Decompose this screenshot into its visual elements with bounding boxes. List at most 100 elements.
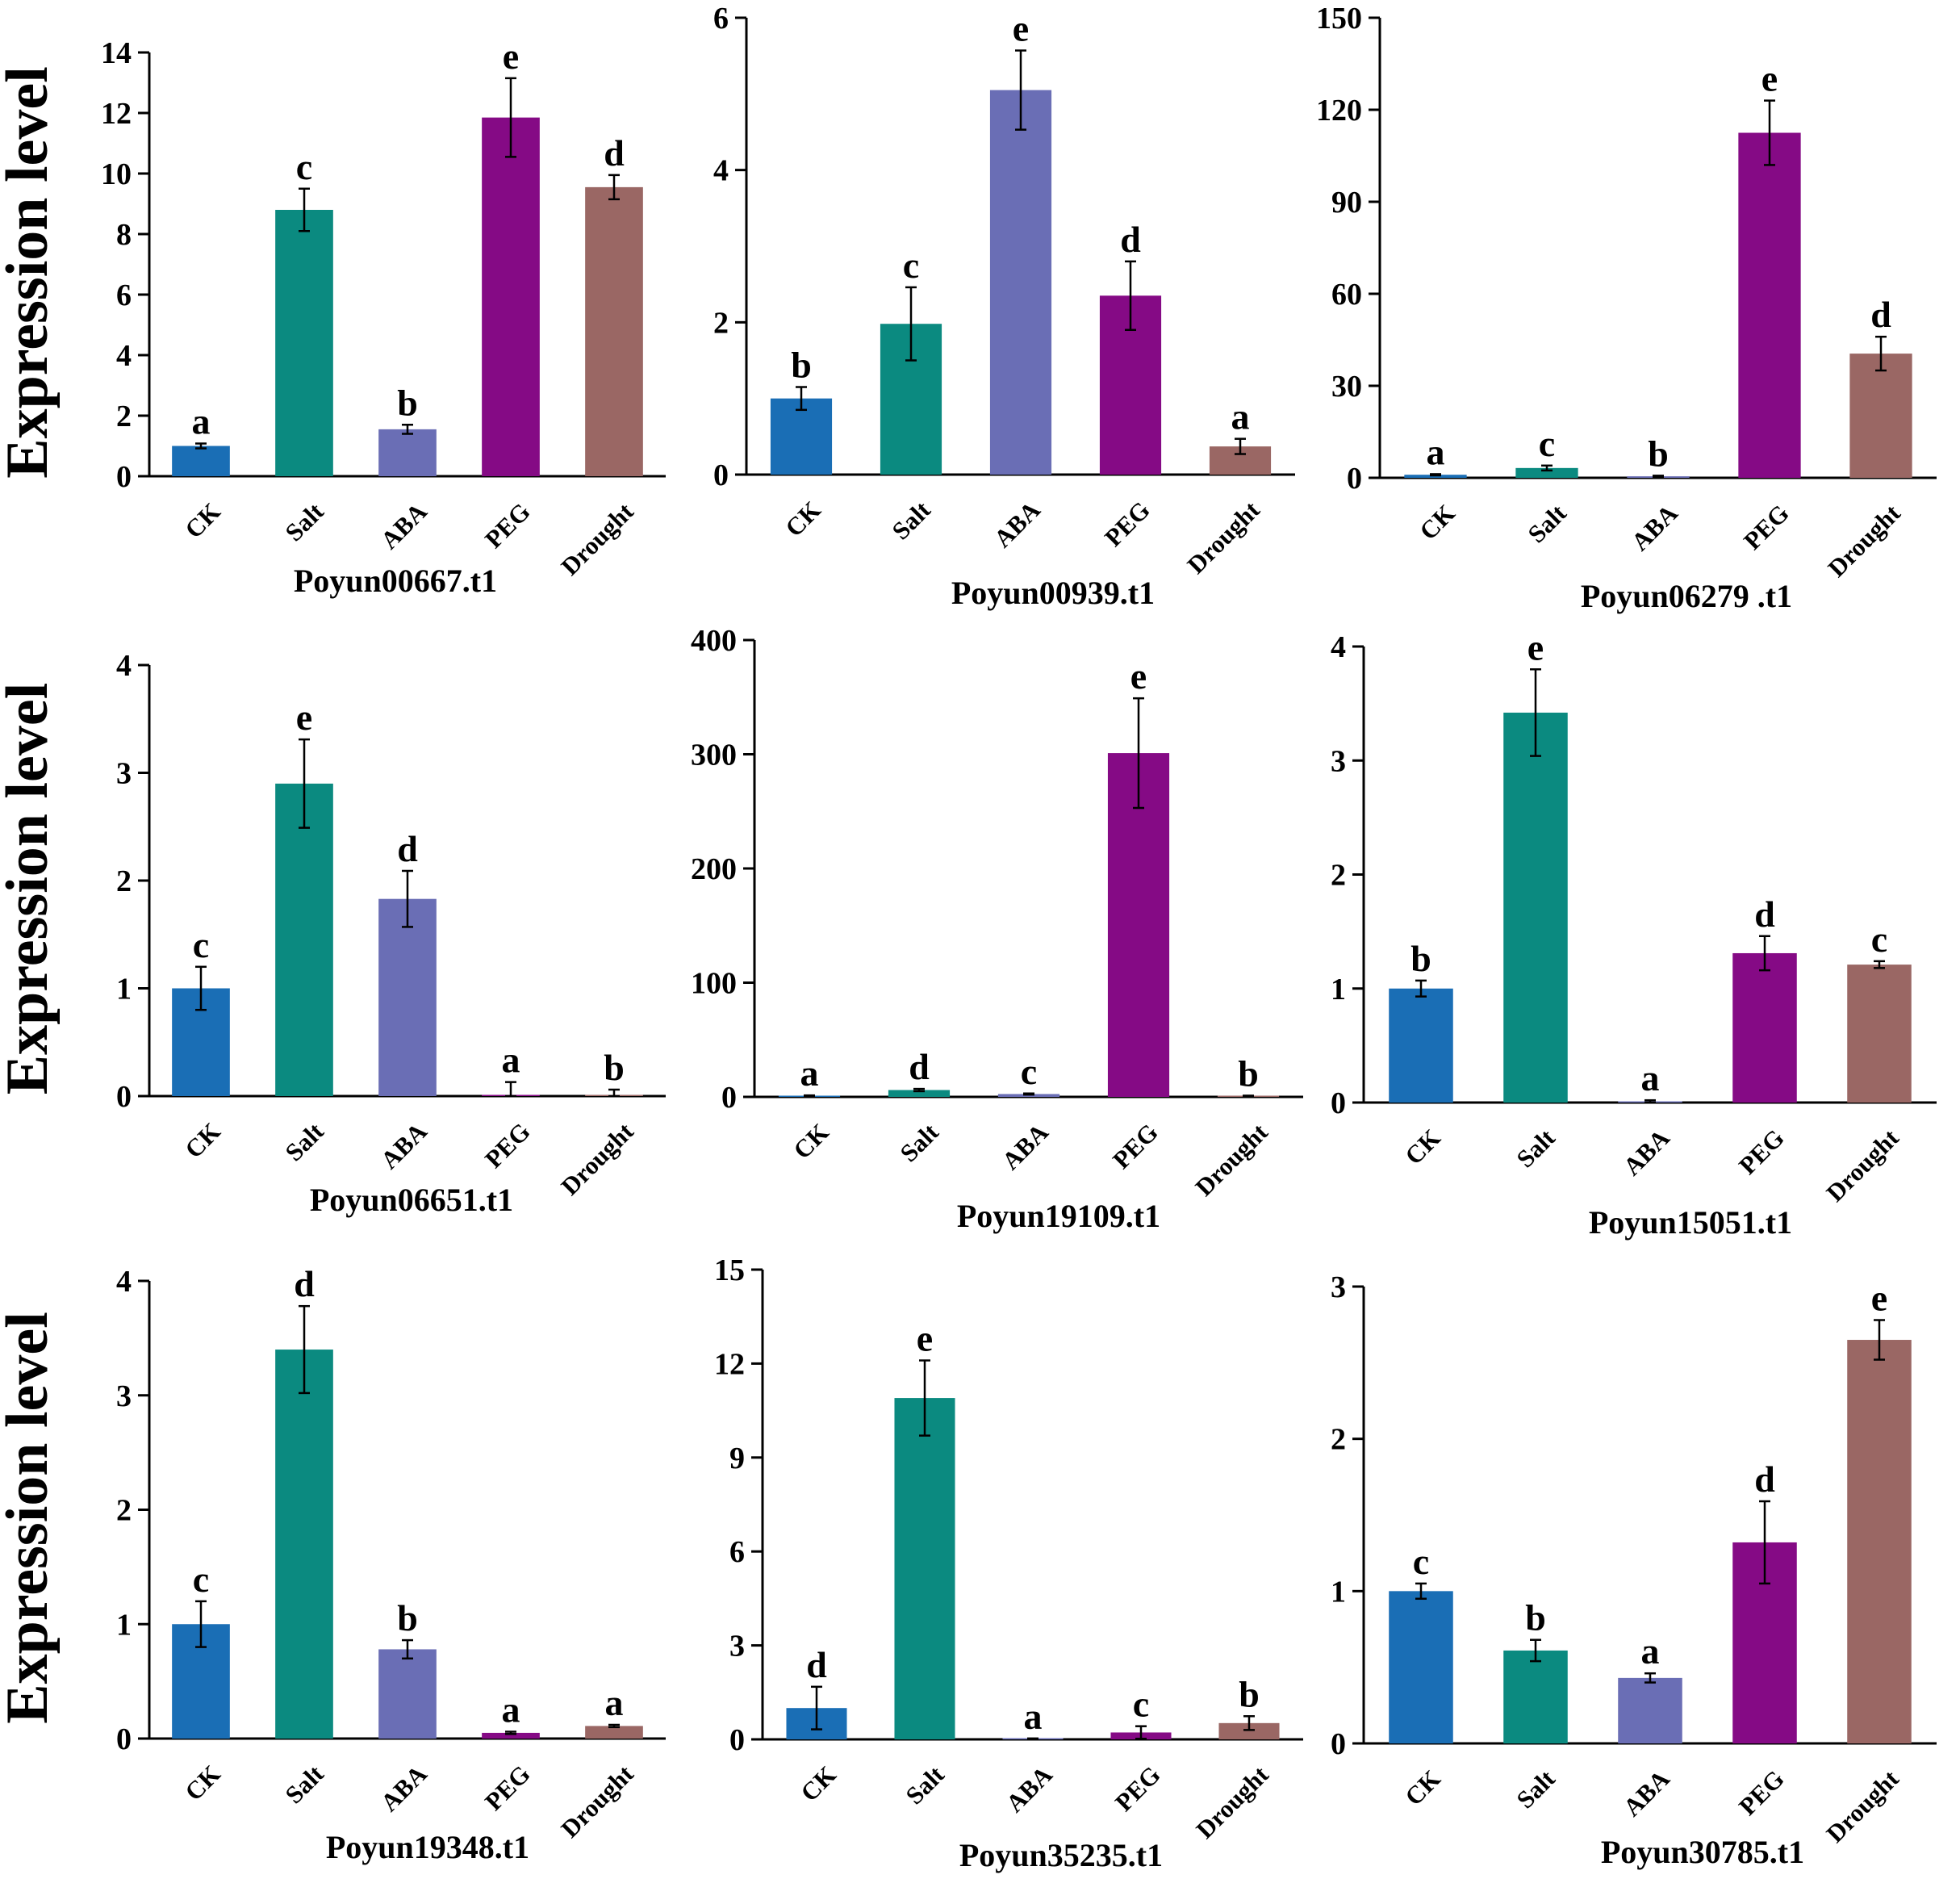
x-tick-label: ABA — [988, 496, 1046, 553]
significance-letter: d — [1870, 294, 1891, 335]
bar-salt — [275, 210, 333, 476]
significance-letter: c — [296, 146, 312, 187]
bar-salt — [1515, 467, 1578, 478]
y-tick-label: 2 — [1331, 1423, 1346, 1457]
bar-drought — [1849, 354, 1912, 478]
panel-title: Poyun00939.t1 — [951, 575, 1155, 611]
bar-peg — [1732, 952, 1797, 1103]
significance-letter: a — [800, 1052, 819, 1094]
x-tick-label: CK — [179, 1117, 226, 1164]
x-tick-label: ABA — [375, 497, 433, 554]
x-tick-label: PEG — [1733, 1124, 1790, 1180]
y-tick-label: 200 — [691, 852, 737, 886]
significance-letter: e — [1130, 655, 1147, 697]
significance-letter: e — [296, 697, 312, 738]
significance-letter: d — [1754, 893, 1775, 935]
x-tick-label: ABA — [1618, 1764, 1675, 1822]
y-tick-label: 2 — [116, 1494, 132, 1528]
x-tick-label: Salt — [886, 496, 936, 546]
significance-letter: a — [1641, 1630, 1660, 1672]
y-tick-label: 1 — [1331, 973, 1346, 1006]
y-tick-label: 1 — [1331, 1575, 1346, 1609]
x-tick-label: Drought — [555, 1117, 639, 1201]
bar-salt — [275, 783, 333, 1096]
significance-letter: b — [1410, 938, 1431, 979]
bar-drought — [1847, 965, 1912, 1103]
significance-letter: a — [1641, 1057, 1660, 1099]
x-tick-label: PEG — [1110, 1760, 1166, 1817]
x-tick-label: ABA — [1001, 1760, 1058, 1818]
x-tick-label: PEG — [479, 1117, 536, 1174]
bar-peg — [482, 1732, 540, 1739]
y-tick-label: 1 — [116, 973, 132, 1006]
significance-letter: d — [1754, 1458, 1775, 1500]
y-axis-label: Expression level — [0, 1312, 61, 1723]
y-tick-label: 0 — [1347, 462, 1362, 496]
bar-aba — [1618, 1677, 1682, 1743]
significance-letter: a — [1231, 396, 1250, 437]
significance-letter: e — [503, 36, 519, 77]
significance-letter: d — [1120, 219, 1141, 260]
significance-letter: c — [1413, 1541, 1429, 1582]
y-axis-label: Expression level — [0, 66, 61, 478]
x-tick-label: Drought — [1189, 1118, 1273, 1202]
significance-letter: b — [604, 1047, 625, 1088]
x-tick-label: ABA — [375, 1117, 433, 1174]
y-tick-label: 8 — [116, 218, 132, 252]
x-tick-label: PEG — [1733, 1764, 1790, 1821]
x-tick-label: CK — [179, 1760, 226, 1806]
bar-drought — [1218, 1722, 1280, 1739]
y-tick-label: 0 — [116, 460, 132, 494]
bar-salt — [1503, 1650, 1568, 1743]
significance-letter: e — [917, 1318, 933, 1359]
x-tick-label: Salt — [894, 1118, 944, 1168]
x-tick-label: CK — [1399, 1124, 1446, 1170]
y-tick-label: 12 — [101, 97, 132, 131]
bar-ck — [172, 446, 230, 476]
y-tick-label: 0 — [1331, 1727, 1346, 1761]
x-tick-label: PEG — [1738, 499, 1795, 555]
significance-letter: c — [1871, 919, 1887, 960]
y-tick-label: 3 — [729, 1630, 745, 1663]
y-tick-label: 60 — [1331, 278, 1362, 312]
y-tick-label: 4 — [116, 649, 132, 683]
significance-letter: a — [1024, 1696, 1043, 1737]
y-tick-label: 2 — [1331, 859, 1346, 893]
y-tick-label: 1 — [116, 1608, 132, 1642]
bar-salt — [894, 1398, 955, 1739]
x-tick-label: CK — [788, 1118, 834, 1165]
panel-title: Poyun06279 .t1 — [1581, 578, 1792, 614]
bar-peg — [482, 117, 540, 476]
x-tick-label: Salt — [1522, 499, 1572, 549]
x-tick-label: Drought — [1181, 496, 1265, 580]
bar-drought — [1847, 1340, 1912, 1743]
y-tick-label: 30 — [1331, 370, 1362, 404]
significance-letter: d — [909, 1046, 930, 1087]
x-tick-label: CK — [179, 497, 226, 544]
significance-letter: b — [1239, 1673, 1260, 1714]
y-tick-label: 2 — [116, 864, 132, 898]
significance-letter: d — [397, 828, 418, 869]
y-tick-label: 120 — [1316, 94, 1362, 128]
y-tick-label: 6 — [729, 1535, 745, 1569]
x-tick-label: PEG — [479, 497, 536, 554]
y-tick-label: 3 — [116, 1379, 132, 1413]
y-tick-label: 400 — [691, 624, 737, 658]
y-tick-label: 2 — [116, 400, 132, 433]
x-tick-label: CK — [1399, 1764, 1446, 1811]
significance-letter: a — [502, 1040, 520, 1081]
panel-title: Poyun19348.t1 — [326, 1829, 529, 1865]
x-tick-label: ABA — [1626, 499, 1683, 556]
y-tick-label: 0 — [116, 1722, 132, 1756]
y-tick-label: 3 — [1331, 1270, 1346, 1304]
y-tick-label: 15 — [714, 1253, 745, 1287]
bar-salt — [1503, 712, 1568, 1103]
x-tick-label: CK — [779, 496, 826, 542]
panel-title: Poyun30785.t1 — [1601, 1834, 1804, 1870]
y-tick-label: 10 — [101, 157, 132, 191]
x-tick-label: PEG — [1099, 496, 1156, 552]
y-tick-label: 0 — [713, 458, 729, 492]
bar-aba — [378, 1649, 437, 1739]
y-tick-label: 0 — [721, 1081, 737, 1115]
